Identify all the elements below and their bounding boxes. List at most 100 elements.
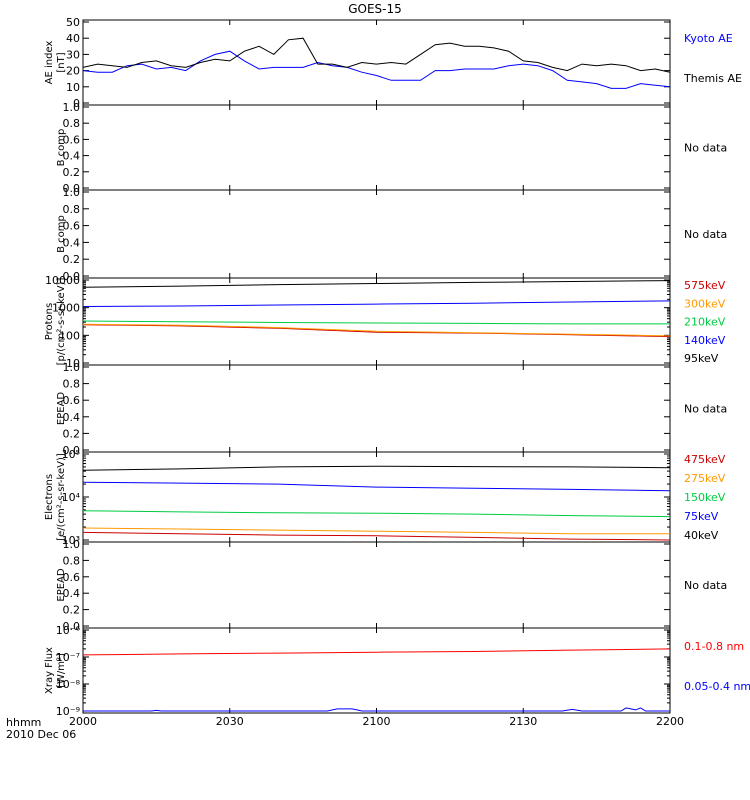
series-line-300keV — [82, 323, 671, 337]
series-line-210keV — [82, 320, 670, 325]
series-line-75keV — [82, 481, 671, 492]
series-line-140keV — [82, 300, 671, 307]
y-axis-label: AE index — [44, 41, 55, 85]
y-tick-label: 10⁴ — [62, 491, 81, 504]
legend-entry: 275keV — [684, 472, 726, 485]
y-tick-label: 0.8 — [63, 554, 81, 567]
series-line-Kyoto AE — [82, 50, 671, 89]
y-tick-label: 0.8 — [63, 203, 81, 216]
legend-entry: 475keV — [684, 453, 726, 466]
legend-entry: 0.1-0.8 nm — [684, 640, 744, 653]
no-data-label: No data — [684, 142, 727, 155]
panel-frame — [82, 19, 671, 106]
series-line-150keV — [82, 510, 671, 518]
y-axis-label: [nT] — [56, 52, 67, 72]
panel-electrons: 10³ 10⁴ 10⁵ Electrons [e/(cm²-s-sr-keV)] 475k… — [44, 448, 726, 547]
y-tick-label: 40 — [66, 32, 80, 45]
series-line-95keV — [82, 280, 671, 288]
y-tick-label: 0.4 — [63, 587, 81, 600]
legend-entry: 75keV — [684, 510, 719, 523]
series-line-475keV — [82, 531, 671, 541]
legend-entry: 140keV — [684, 334, 726, 347]
y-tick-label: 10⁻⁶ — [56, 624, 81, 637]
y-tick-label: 0.2 — [63, 253, 81, 266]
y-tick-label: 0.8 — [63, 117, 81, 130]
y-axis-label: [e/(cm²-s-sr-keV)] — [56, 453, 67, 541]
y-tick-label: 10 — [66, 357, 80, 370]
y-tick-label: 10⁻⁷ — [56, 651, 80, 664]
y-tick-label: 0.2 — [63, 604, 81, 617]
panel-protons: 10 100 1000 10000 Protons [p/(cm²-s-sr-keV)] 5… — [44, 274, 726, 370]
legend-entry: 0.05-0.4 nm — [684, 680, 750, 693]
y-axis-label: EPEAD — [56, 568, 67, 602]
y-axis-label: EPEAD — [56, 392, 67, 426]
y-tick-label: 10³ — [62, 534, 80, 547]
y-axis-label: Xray Flux — [44, 647, 55, 694]
y-tick-label: 10⁻⁸ — [56, 678, 81, 691]
panel-frame — [82, 627, 671, 714]
legend-entry: 210keV — [684, 316, 726, 329]
no-data-label: No data — [684, 579, 727, 592]
y-tick-label: 0.0 — [63, 182, 81, 195]
y-tick-label: 100 — [59, 329, 80, 342]
y-tick-label: 0.6 — [63, 394, 81, 407]
y-tick-label: 0.2 — [63, 427, 81, 440]
panels: 0 10 20 30 40 50 AE index [nT] Kyoto AE Themis AE… — [44, 16, 750, 718]
y-tick-label: 0.0 — [63, 270, 81, 283]
legend-entry: 300keV — [684, 297, 726, 310]
y-tick-label: 20 — [66, 65, 80, 78]
x-tick-label: 2030 — [216, 715, 244, 728]
panel-frame — [82, 364, 671, 453]
y-tick-label: 0.4 — [63, 236, 81, 249]
legend-entry: 150keV — [684, 491, 726, 504]
panel-epead2: 0.0 0.2 0.4 0.6 0.8 1.0 EPEAD No data — [56, 538, 727, 633]
no-data-label: No data — [684, 403, 727, 416]
y-tick-label: 0.4 — [63, 411, 81, 424]
y-tick-label: 10 — [66, 81, 80, 94]
series-line-0.05-0.4 nm — [83, 707, 670, 712]
y-tick-label: 50 — [66, 16, 80, 29]
y-tick-label: 1.0 — [63, 361, 81, 374]
y-tick-label: 30 — [66, 48, 80, 61]
y-tick-label: 1.0 — [63, 101, 81, 114]
y-tick-label: 0.6 — [63, 571, 81, 584]
y-tick-label: 0.0 — [63, 444, 81, 457]
panel-ae: 0 10 20 30 40 50 AE index [nT] Kyoto AE Themis AE — [44, 16, 742, 110]
y-tick-label: 10000 — [45, 274, 80, 287]
y-tick-label: 1.0 — [63, 538, 81, 551]
y-tick-label: 0.8 — [63, 378, 81, 391]
x-tick-label: 2200 — [656, 715, 684, 728]
panel-frame — [82, 104, 671, 191]
y-tick-label: 0.6 — [63, 220, 81, 233]
y-tick-label: 0 — [73, 97, 80, 110]
time-axis-label-date: 2010 Dec 06 — [6, 728, 76, 741]
y-tick-label: 0.4 — [63, 150, 81, 163]
legend-entry: 575keV — [684, 279, 726, 292]
time-axis: 2000 2030 2100 2130 2200 — [69, 715, 684, 728]
panel-bcomp1: 0.0 0.2 0.4 0.6 0.8 1.0 B comp No data — [56, 101, 727, 195]
y-axis-label: Electrons — [44, 474, 55, 520]
y-tick-label: 10⁵ — [62, 448, 80, 461]
series-line-0.1-0.8 nm — [82, 648, 671, 656]
legend-entry: Kyoto AE — [684, 32, 733, 45]
x-tick-label: 2000 — [69, 715, 97, 728]
y-tick-label: 0.6 — [63, 133, 81, 146]
no-data-label: No data — [684, 228, 727, 241]
y-tick-label: 0.2 — [63, 166, 81, 179]
series-line-275keV — [82, 527, 670, 535]
x-tick-label: 2130 — [509, 715, 537, 728]
legend-entry: 40keV — [684, 529, 719, 542]
y-axis-label: Protons — [44, 303, 55, 340]
legend-entry: 95keV — [684, 352, 719, 365]
panel-bcomp2: 0.0 0.2 0.4 0.6 0.8 1.0 B comp No data — [56, 186, 727, 283]
y-axis-label: [p/(cm²-s-sr-keV)] — [56, 278, 67, 366]
y-tick-label: 1.0 — [63, 186, 81, 199]
legend-entry: Themis AE — [683, 72, 742, 85]
y-tick-label: 1000 — [52, 302, 80, 315]
y-tick-label: 0.0 — [63, 620, 81, 633]
panel-epead1: 0.0 0.2 0.4 0.6 0.8 1.0 EPEAD No data — [56, 361, 727, 457]
time-axis-label-hhmm: hhmm — [6, 716, 41, 729]
series-line-40keV — [82, 465, 671, 471]
y-axis-label: [W/m²] — [56, 653, 67, 688]
